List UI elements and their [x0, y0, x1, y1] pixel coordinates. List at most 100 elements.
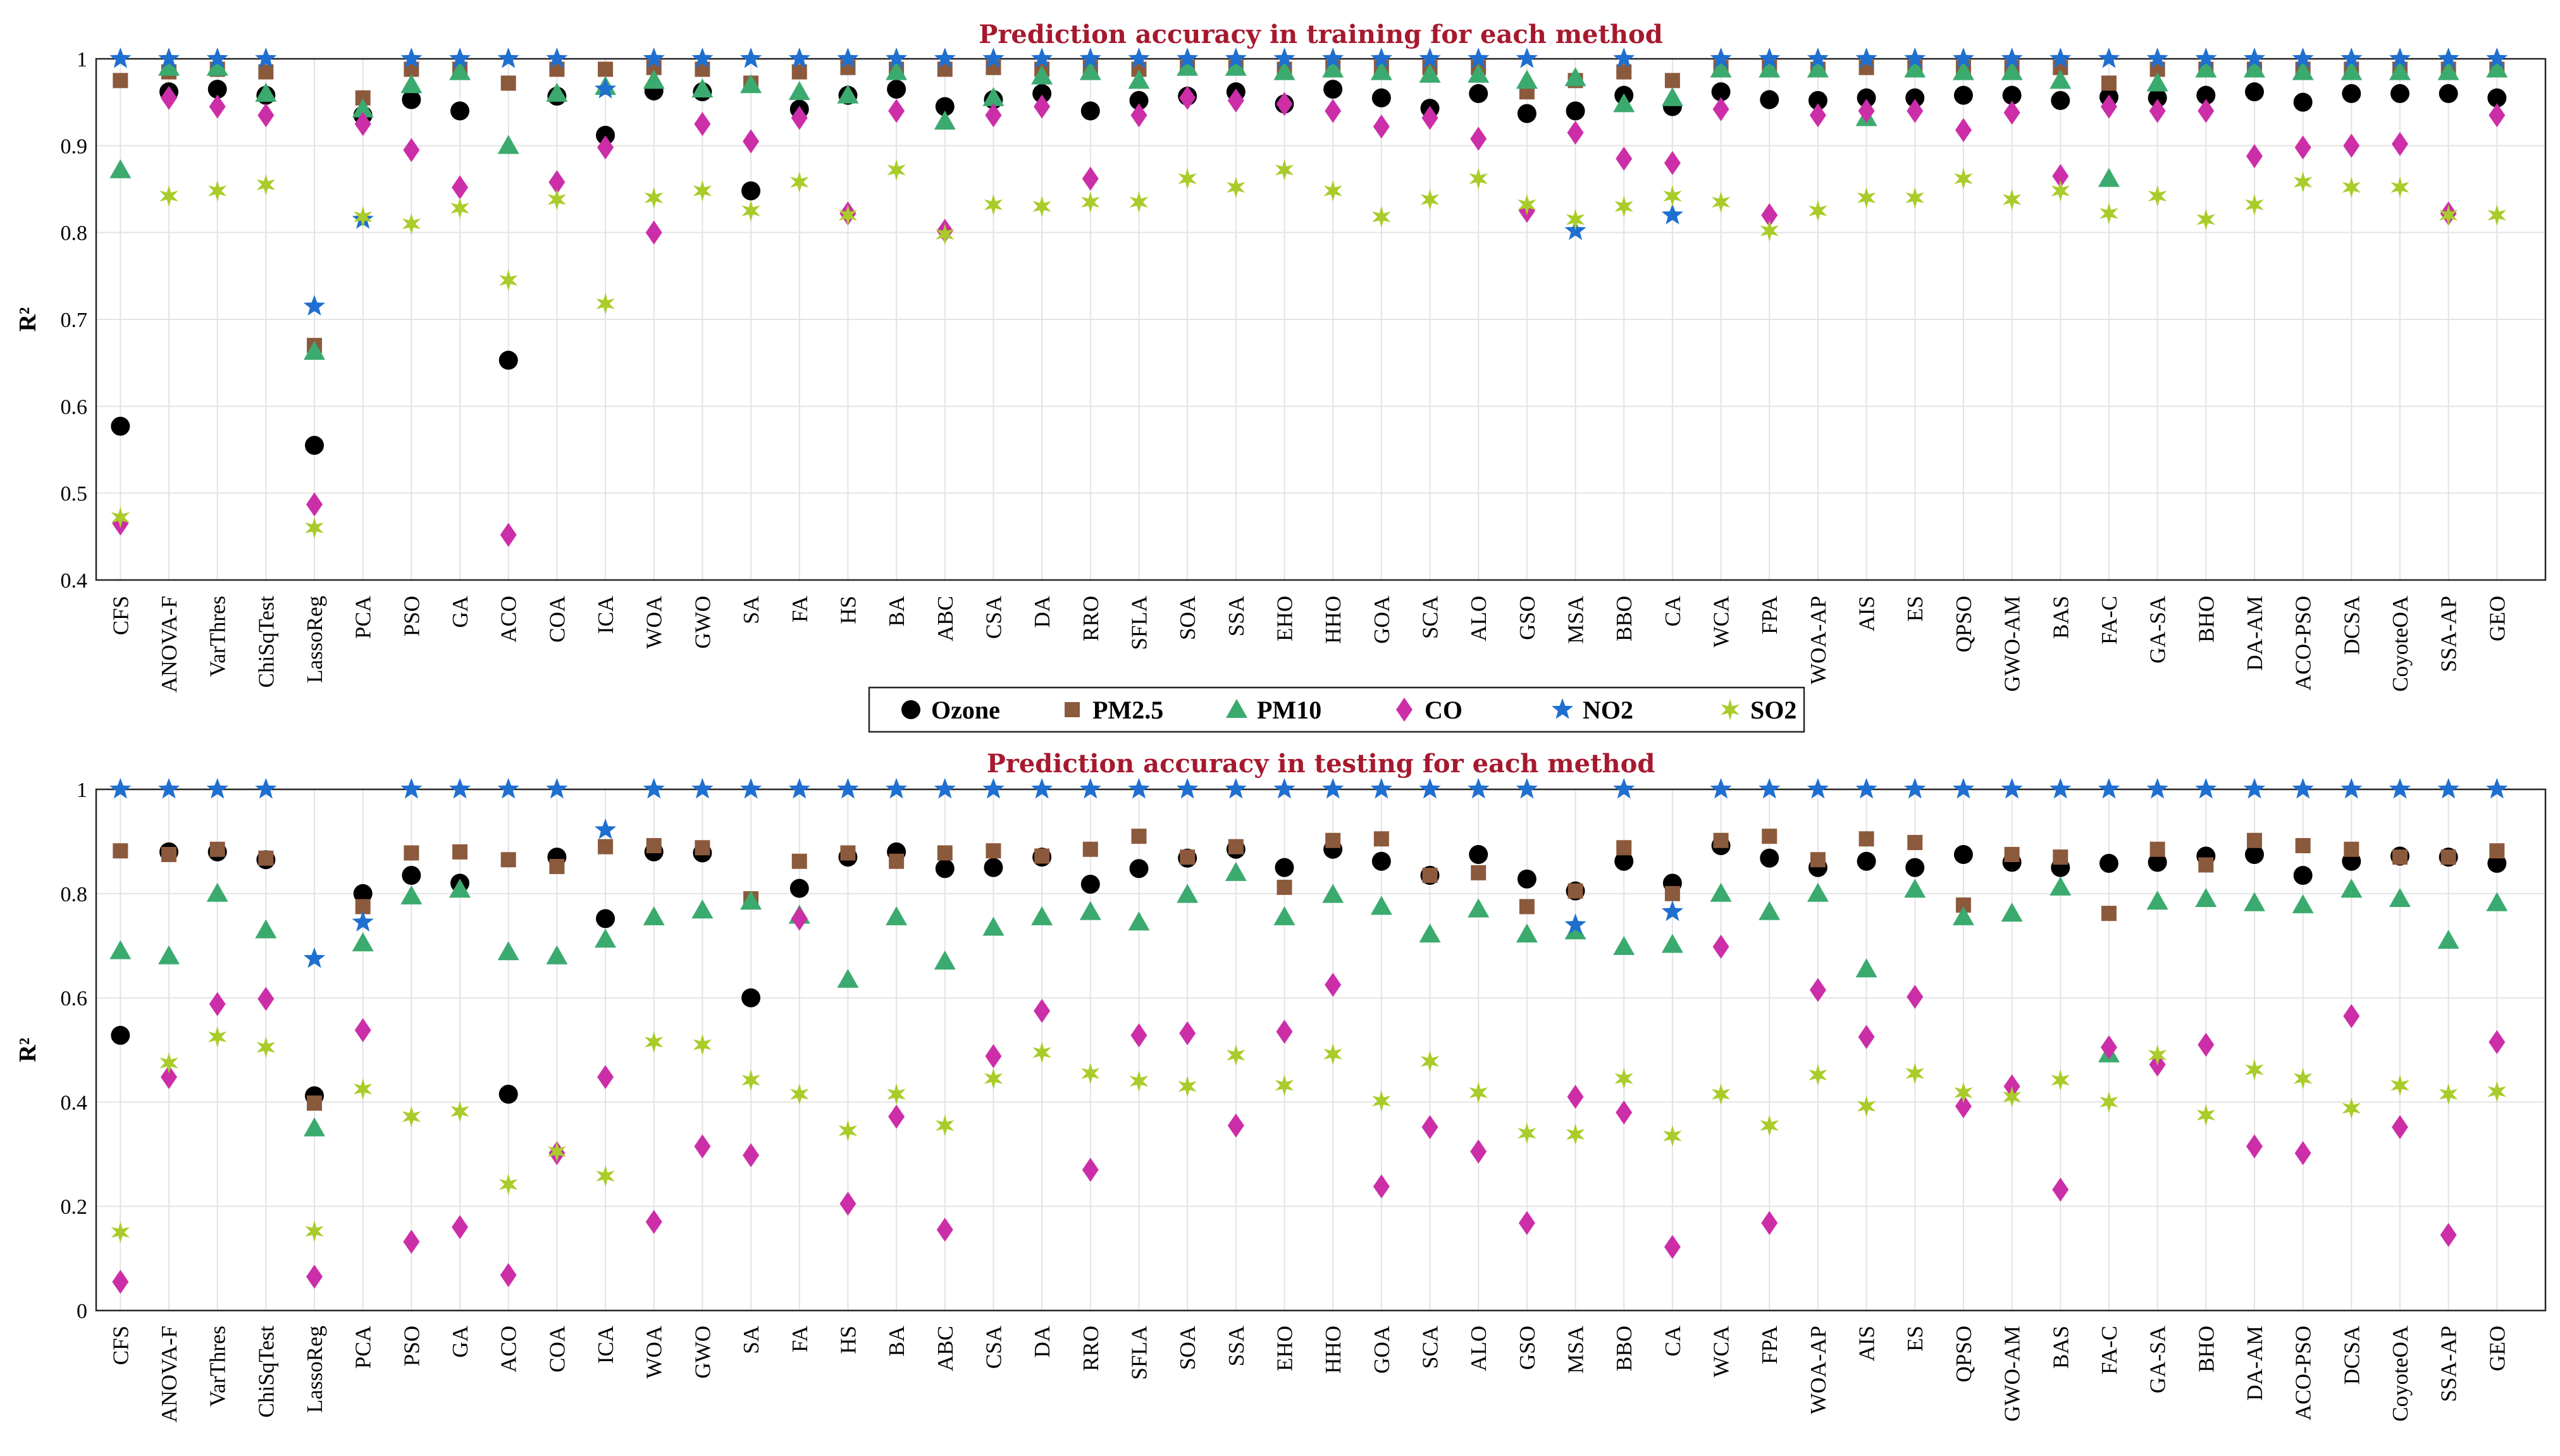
point-so2-hho: [1323, 180, 1342, 202]
point-no2-coa: [546, 47, 568, 68]
point-pm2-5-ssa-ap: [2440, 849, 2456, 865]
point-pm2-5-ga-sa: [2149, 841, 2165, 857]
point-pm10-csa: [982, 916, 1005, 936]
point-pm10-gwo-am: [2001, 61, 2023, 80]
point-no2-alo: [1468, 47, 1490, 68]
point-co-pso: [403, 138, 420, 163]
point-ozone-aco: [498, 1085, 518, 1104]
point-so2-qpso: [1954, 168, 1973, 190]
point-pm10-da-am: [2243, 58, 2265, 78]
point-pm10-bho: [2195, 888, 2217, 908]
x-tick-label-coyoteoa: CoyoteOA: [2388, 1325, 2413, 1421]
point-so2-cfs: [111, 507, 130, 529]
legend-marker-ozone: [901, 700, 920, 719]
point-pm2-5-varthres: [209, 841, 225, 857]
point-pm10-sa: [740, 74, 762, 94]
point-ozone-da-am: [2244, 845, 2264, 864]
point-no2-sfla: [1128, 778, 1150, 799]
point-so2-bho: [2196, 209, 2215, 231]
point-pm10-bas: [2050, 70, 2072, 89]
x-tick-label-fpa: FPA: [1757, 1325, 1782, 1364]
point-pm10-aco-pso: [2292, 61, 2314, 80]
point-pm2-5-gwo: [695, 840, 710, 856]
point-pm2-5-fa: [791, 853, 807, 869]
point-pm2-5-geo: [2489, 843, 2505, 859]
x-tick-label-es: ES: [1903, 1326, 1927, 1352]
point-no2-lassoreg: [303, 295, 326, 316]
point-no2-coyoteoa: [2389, 778, 2411, 799]
point-no2-sca: [1419, 778, 1441, 799]
legend-box: [868, 686, 1805, 733]
point-so2-goa: [1372, 1090, 1391, 1112]
point-so2-pso: [402, 213, 421, 235]
x-tick-label-sfla: SFLA: [1127, 1325, 1151, 1379]
point-pm2-5-hho: [1325, 832, 1341, 848]
point-co-sa: [743, 129, 760, 154]
point-pm10-abc: [934, 950, 956, 970]
x-tick-label-es: ES: [1903, 596, 1927, 622]
point-ozone-goa: [1371, 88, 1391, 108]
point-pm10-goa: [1370, 61, 1392, 80]
point-pm10-coyoteoa: [2389, 888, 2411, 908]
point-so2-gwo-am: [2002, 1086, 2022, 1108]
point-co-fa: [791, 106, 808, 130]
point-ozone-rro: [1080, 874, 1100, 894]
series-so2: [111, 1026, 2506, 1243]
x-tick-label-ca: CA: [1660, 595, 1685, 626]
point-pm10-pso: [400, 885, 423, 904]
x-tick-label-ga-sa: GA-SA: [2146, 595, 2170, 663]
point-no2-hs: [837, 778, 859, 799]
x-tick-label-ssa-ap: SSA-AP: [2437, 1326, 2461, 1402]
x-tick-label-bho: BHO: [2194, 596, 2218, 643]
point-no2-aco-pso: [2292, 47, 2314, 68]
y-tick-label: 0.6: [61, 987, 88, 1011]
point-pm10-goa: [1370, 896, 1392, 915]
point-so2-ssa-ap: [2439, 204, 2458, 226]
point-no2-chisqtest: [255, 47, 277, 68]
x-tick-label-ga: GA: [448, 1325, 473, 1357]
point-ozone-pso: [402, 90, 421, 109]
point-no2-bbo: [1613, 47, 1635, 68]
point-no2-da-am: [2243, 778, 2266, 799]
x-tick-label-da-am: DA-AM: [2242, 1326, 2267, 1401]
legend-marker-so2: [1721, 699, 1740, 720]
point-co-sca: [1421, 1114, 1438, 1139]
point-so2-bas: [2051, 180, 2070, 202]
point-ozone-fpa: [1760, 90, 1779, 109]
series-so2: [111, 159, 2506, 539]
point-pm10-chisqtest: [255, 919, 277, 939]
point-pm10-wca: [1710, 882, 1732, 902]
x-tick-label-ssa: SSA: [1224, 1325, 1249, 1366]
point-no2-gso: [1516, 778, 1538, 799]
point-no2-fa: [788, 778, 810, 799]
point-ozone-gwo-am: [2002, 85, 2022, 105]
point-pm2-5-bho: [2198, 857, 2214, 873]
x-tick-label-lassoreg: LassoReg: [302, 596, 327, 683]
point-pm10-fa-c: [2098, 168, 2120, 187]
point-no2-bas: [2050, 778, 2072, 799]
point-ozone-coyoteoa: [2390, 83, 2409, 103]
point-so2-sfla: [1129, 191, 1149, 213]
point-so2-anova-f: [159, 1052, 178, 1074]
point-co-aco-pso: [2294, 1141, 2311, 1166]
point-so2-sa: [741, 200, 760, 222]
x-tick-label-da-am: DA-AM: [2242, 596, 2267, 671]
x-tick-label-eho: EHO: [1272, 1326, 1297, 1371]
point-so2-fpa: [1760, 219, 1779, 242]
point-pm10-ssa-ap: [2437, 61, 2459, 80]
point-pm2-5-aco: [500, 852, 516, 868]
point-no2-ica: [595, 818, 617, 839]
point-so2-varthres: [208, 1026, 227, 1048]
point-co-coyoteoa: [2391, 132, 2408, 156]
point-co-gwo: [694, 1134, 711, 1159]
point-pm10-ssa: [1225, 56, 1247, 76]
point-co-sa: [743, 1143, 760, 1168]
point-pm10-ga-sa: [2146, 72, 2168, 92]
y-tick-label: 1: [77, 48, 87, 71]
series-pm2-5: [113, 829, 2505, 1111]
point-pm2-5-coa: [549, 858, 565, 874]
x-tick-label-lassoreg: LassoReg: [302, 1326, 327, 1413]
point-pm10-soa: [1177, 56, 1199, 76]
point-co-aco: [500, 522, 517, 547]
x-tick-label-da: DA: [1030, 1325, 1054, 1357]
